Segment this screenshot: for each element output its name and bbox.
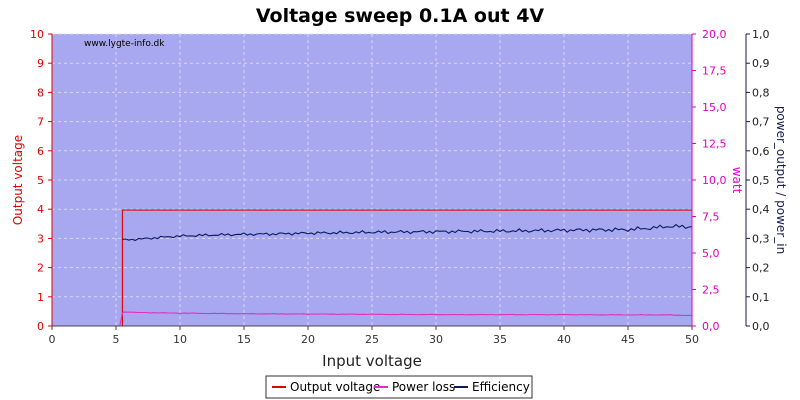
y-right2-tick-label: 0,3: [752, 232, 770, 245]
y-right1-tick-label: 7,5: [702, 211, 720, 224]
axes: 0 5 10 15 20 25 30 35 40 45 500123456789100,02,55,…: [30, 28, 770, 346]
x-tick-label: 5: [113, 333, 120, 346]
y-right2-tick-label: 0,8: [752, 86, 770, 99]
legend-entry: Output voltage: [290, 380, 380, 394]
legend-entry: Efficiency: [472, 380, 530, 394]
y-right2-tick-label: 0,5: [752, 174, 770, 187]
y-right2-tick-label: 0,6: [752, 145, 770, 158]
y-right1-tick-label: 5,0: [702, 247, 720, 260]
series-line-power-loss: [116, 311, 693, 327]
y-right2-axis-label: power_output / power_in: [774, 106, 788, 254]
x-tick-label: 35: [493, 333, 507, 346]
y-left-tick-label: 6: [37, 145, 44, 158]
x-tick-label: 20: [301, 333, 315, 346]
y-left-axis-label: Output voltage: [11, 135, 25, 225]
y-right2-tick-label: 0,2: [752, 262, 770, 275]
y-right1-tick-label: 20,0: [702, 28, 727, 41]
y-right1-axis-label: watt: [730, 167, 744, 194]
legend-entry: Power loss: [392, 380, 455, 394]
y-right1-tick-label: 12,5: [702, 138, 727, 151]
x-tick-label: 15: [237, 333, 251, 346]
x-tick-label: 50: [685, 333, 699, 346]
y-right2-tick-label: 0,0: [752, 320, 770, 333]
series-line-efficiency: [122, 223, 693, 242]
x-tick-label: 40: [557, 333, 571, 346]
y-right2-tick-label: 1,0: [752, 28, 770, 41]
y-right1-tick-label: 17,5: [702, 65, 727, 78]
y-right1-tick-label: 2,5: [702, 284, 720, 297]
y-right1-tick-label: 15,0: [702, 101, 727, 114]
y-left-tick-label: 0: [37, 320, 44, 333]
legend: Output voltage Power loss Efficiency: [265, 375, 533, 399]
x-axis-label: Input voltage: [322, 352, 422, 370]
x-tick-label: 30: [429, 333, 443, 346]
y-right1-tick-label: 0,0: [702, 320, 720, 333]
x-tick-label: 0: [49, 333, 56, 346]
x-tick-label: 10: [173, 333, 187, 346]
y-right1-tick-label: 10,0: [702, 174, 727, 187]
y-right2-tick-label: 0,4: [752, 203, 770, 216]
y-right2-tick-label: 0,9: [752, 57, 770, 70]
y-left-tick-label: 3: [37, 232, 44, 245]
y-left-tick-label: 5: [37, 174, 44, 187]
x-tick-label: 45: [621, 333, 635, 346]
y-right2-tick-label: 0,1: [752, 291, 770, 304]
y-left-tick-label: 9: [37, 57, 44, 70]
y-right2-tick-label: 0,7: [752, 116, 770, 129]
legend-box: [265, 375, 533, 399]
y-left-tick-label: 10: [30, 28, 44, 41]
y-left-tick-label: 4: [37, 203, 44, 216]
y-left-tick-label: 1: [37, 291, 44, 304]
chart-title: Voltage sweep 0.1A out 4V: [256, 5, 545, 27]
y-left-tick-label: 2: [37, 262, 44, 275]
y-left-tick-label: 7: [37, 116, 44, 129]
y-left-tick-label: 8: [37, 86, 44, 99]
watermark: www.lygte-info.dk: [84, 39, 165, 49]
x-tick-label: 25: [365, 333, 379, 346]
